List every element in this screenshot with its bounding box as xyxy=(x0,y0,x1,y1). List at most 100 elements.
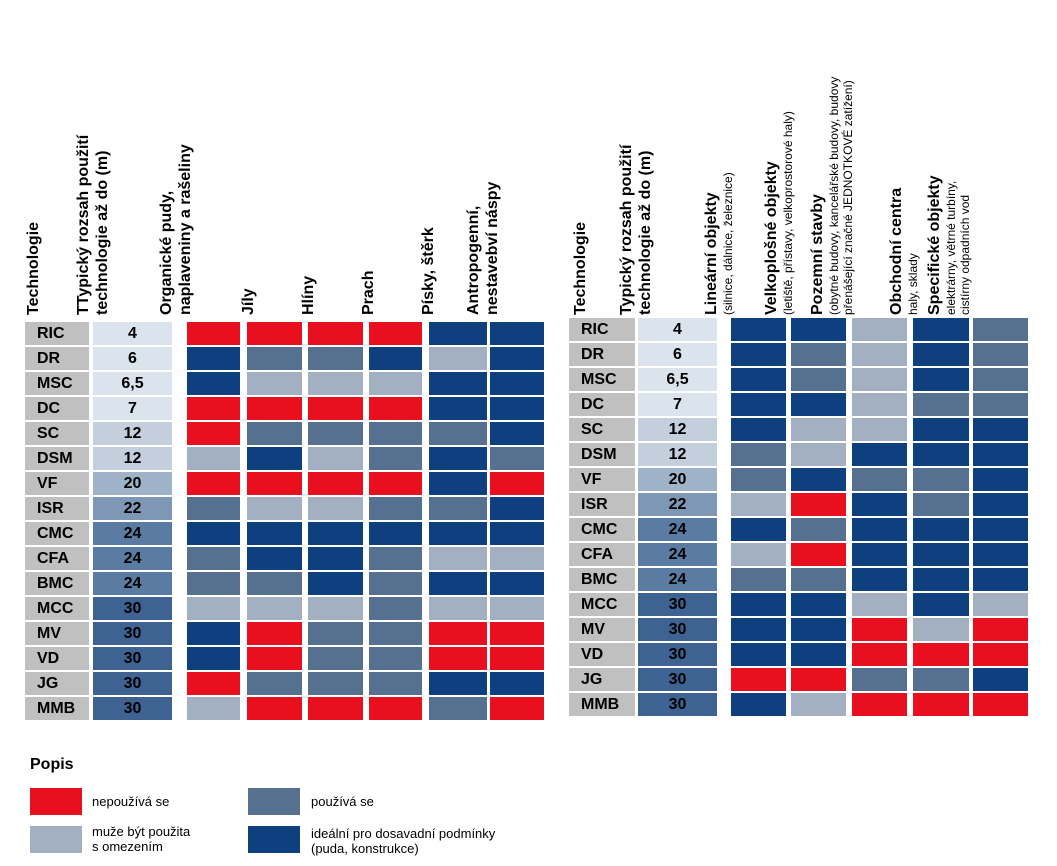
rating-cell xyxy=(791,493,846,516)
rating-cell xyxy=(973,418,1028,441)
rating-cell xyxy=(490,397,544,420)
technology-label: MMB xyxy=(569,693,635,716)
rating-cell xyxy=(973,568,1028,591)
technology-label: DR xyxy=(25,347,89,370)
legend-label: ideální pro dosavadní podmínky (puda, kon… xyxy=(311,826,495,856)
rating-cell xyxy=(731,318,786,341)
depth-value: 30 xyxy=(638,643,717,666)
depth-value: 30 xyxy=(638,593,717,616)
depth-value: 6,5 xyxy=(93,372,172,395)
rating-cell xyxy=(913,593,969,616)
rating-cell xyxy=(429,697,487,720)
rating-cell xyxy=(791,418,846,441)
rating-cell xyxy=(852,393,907,416)
technology-label: VD xyxy=(25,647,89,670)
rating-cell xyxy=(490,697,544,720)
rating-cell xyxy=(429,547,487,570)
rating-cell xyxy=(791,368,846,391)
rating-cell xyxy=(369,422,422,445)
rating-cell xyxy=(187,347,240,370)
rating-cell xyxy=(490,497,544,520)
column-header: Obchodní centra haly, sklady xyxy=(887,188,920,315)
rating-cell xyxy=(187,497,240,520)
rating-cell xyxy=(308,572,363,595)
technology-label: CFA xyxy=(25,547,89,570)
rating-cell xyxy=(791,593,846,616)
rating-cell xyxy=(369,497,422,520)
column-header-line: Hlíny xyxy=(300,275,317,315)
legend-label: používá se xyxy=(311,794,374,809)
column-header-subline: (obytné budovy, kancelářské budovy, budo… xyxy=(827,76,841,315)
rating-cell xyxy=(913,668,969,691)
column-header-line: Typický rozsah použití xyxy=(618,144,635,315)
rating-cell xyxy=(791,318,846,341)
rating-cell xyxy=(731,343,786,366)
column-header-line: Písky, štěrk xyxy=(420,227,437,315)
rating-cell xyxy=(913,443,969,466)
depth-value: 24 xyxy=(93,572,172,595)
rating-cell xyxy=(731,593,786,616)
rating-cell xyxy=(308,597,363,620)
column-header-line: Technologie xyxy=(25,221,42,315)
column-header-line: Velkoplošné objekty xyxy=(763,161,780,315)
rating-cell xyxy=(913,618,969,641)
rating-cell xyxy=(187,447,240,470)
rating-cell xyxy=(731,643,786,666)
technology-label: MSC xyxy=(569,368,635,391)
column-header: Hlíny xyxy=(299,276,318,315)
rating-cell xyxy=(852,518,907,541)
column-header: Technologie xyxy=(24,222,43,315)
column-header-subline: (letiště, přístavy, velkoprostorové haly… xyxy=(781,111,795,315)
rating-cell xyxy=(187,472,240,495)
rating-cell xyxy=(731,418,786,441)
rating-cell xyxy=(429,397,487,420)
technology-label: SC xyxy=(25,422,89,445)
legend-swatch xyxy=(30,788,82,815)
rating-cell xyxy=(852,318,907,341)
rating-cell xyxy=(913,393,969,416)
technology-label: VF xyxy=(569,468,635,491)
depth-value: 30 xyxy=(638,668,717,691)
rating-cell xyxy=(429,472,487,495)
rating-cell xyxy=(187,572,240,595)
technology-label: JG xyxy=(569,668,635,691)
rating-cell xyxy=(429,422,487,445)
technology-label: MV xyxy=(569,618,635,641)
column-header: TTypický rozsah použití technologie až do… xyxy=(74,135,112,315)
rating-cell xyxy=(308,647,363,670)
technology-label: VF xyxy=(25,472,89,495)
rating-cell xyxy=(490,547,544,570)
depth-value: 12 xyxy=(638,443,717,466)
column-header: Písky, štěrk xyxy=(419,227,438,315)
rating-cell xyxy=(913,568,969,591)
rating-cell xyxy=(973,518,1028,541)
rating-cell xyxy=(973,368,1028,391)
rating-cell xyxy=(247,472,302,495)
legend-label: muže být použita s omezením xyxy=(92,824,190,854)
rating-cell xyxy=(731,518,786,541)
column-header: Organické pudy, naplaveniny a rašeliny xyxy=(157,144,195,315)
column-header-line: Specifické objekty xyxy=(926,175,943,315)
legend-title: Popis xyxy=(30,756,74,773)
rating-cell xyxy=(731,443,786,466)
rating-cell xyxy=(429,497,487,520)
column-header-line: Technologie xyxy=(572,221,589,315)
rating-cell xyxy=(247,572,302,595)
rating-cell xyxy=(731,618,786,641)
rating-cell xyxy=(187,322,240,345)
rating-cell xyxy=(429,622,487,645)
rating-cell xyxy=(973,443,1028,466)
rating-cell xyxy=(187,547,240,570)
legend-label-line: ideální pro dosavadní podmínky xyxy=(311,826,496,841)
rating-cell xyxy=(490,447,544,470)
column-header-line: technologie až do (m) xyxy=(637,150,654,315)
depth-value: 22 xyxy=(638,493,717,516)
rating-cell xyxy=(852,368,907,391)
column-header-subline: přenášející značné JEDNOTKOVÉ zatížení) xyxy=(841,80,855,315)
rating-cell xyxy=(490,622,544,645)
column-header-line: Prach xyxy=(360,270,377,315)
technology-label: CMC xyxy=(569,518,635,541)
depth-value: 30 xyxy=(93,647,172,670)
rating-cell xyxy=(308,447,363,470)
